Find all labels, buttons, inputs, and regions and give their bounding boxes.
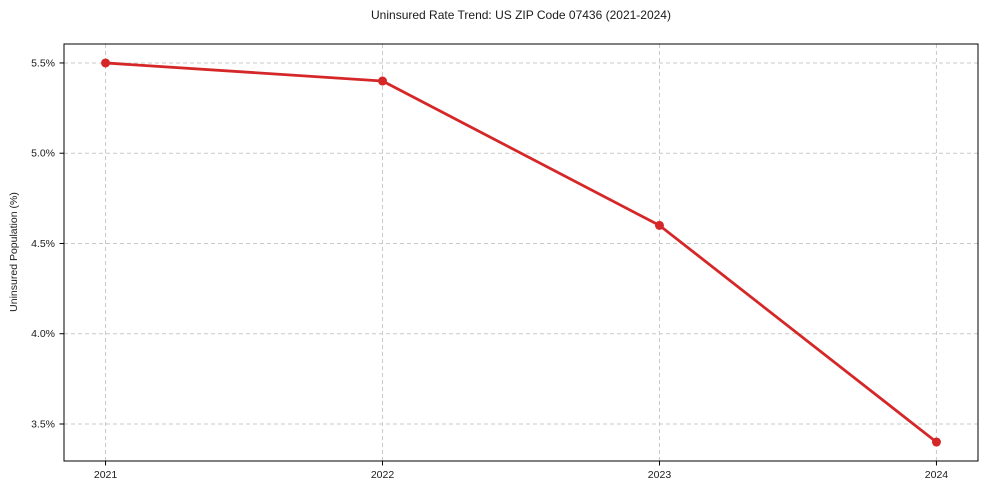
- data-point-marker: [654, 220, 664, 230]
- x-tick-label: 2022: [371, 469, 395, 481]
- x-tick-label: 2021: [94, 469, 118, 481]
- y-tick-label: 5.0%: [31, 148, 55, 160]
- y-tick-label: 4.0%: [31, 328, 55, 340]
- x-tick-label: 2023: [648, 469, 672, 481]
- data-point-marker: [931, 437, 941, 447]
- y-tick-label: 5.5%: [31, 57, 55, 69]
- trend-line: [104, 61, 938, 444]
- data-point-marker: [101, 58, 111, 68]
- chart-title: Uninsured Rate Trend: US ZIP Code 07436 …: [371, 8, 671, 22]
- plot-frame: [63, 43, 979, 462]
- data-point-marker: [378, 76, 388, 86]
- x-tick-label: 2024: [925, 469, 949, 481]
- y-tick-label: 4.5%: [31, 238, 55, 250]
- y-tick-label: 3.5%: [31, 418, 55, 430]
